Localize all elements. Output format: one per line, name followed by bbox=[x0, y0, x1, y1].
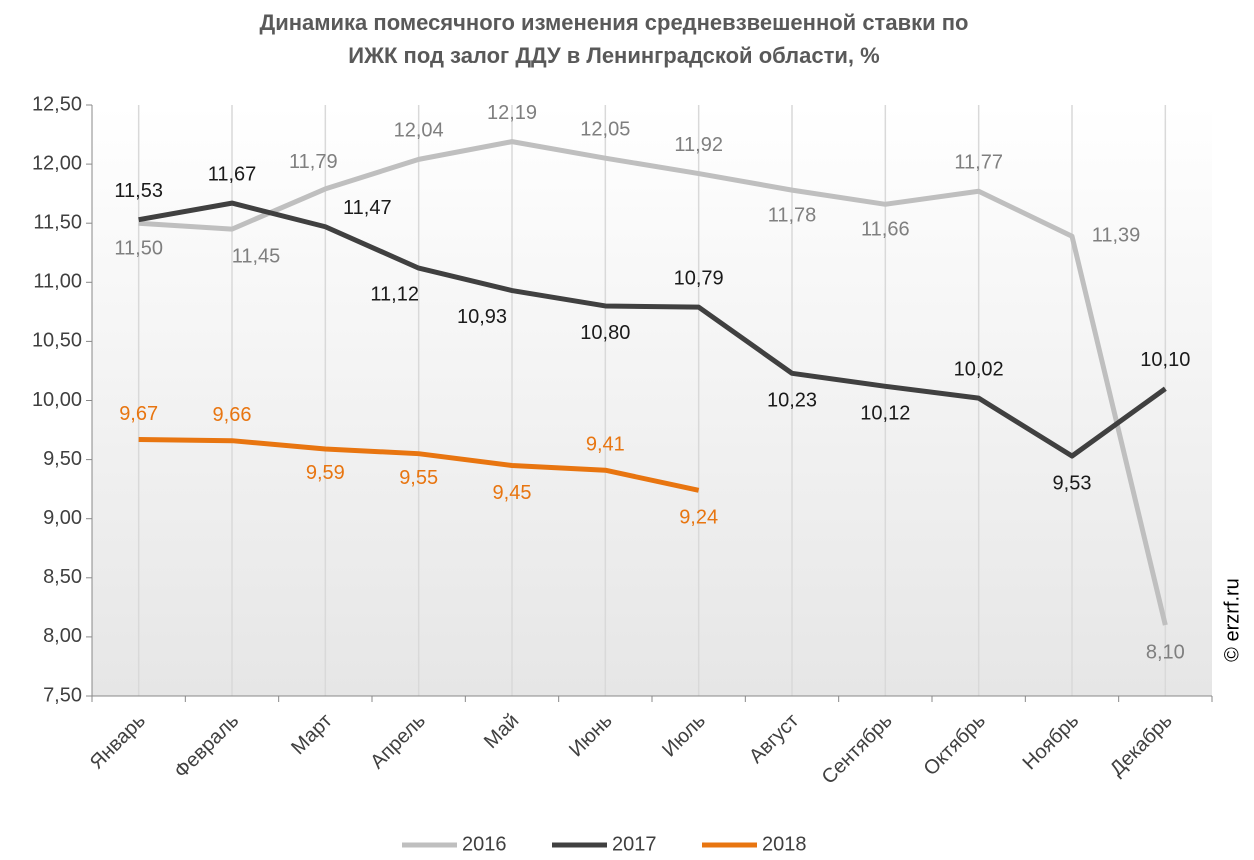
data-label: 11,47 bbox=[343, 197, 392, 219]
data-label: 9,66 bbox=[213, 404, 252, 426]
data-label: 10,12 bbox=[860, 403, 910, 425]
y-tick-label: 8,50 bbox=[43, 566, 82, 588]
data-label: 11,79 bbox=[289, 151, 338, 173]
data-label: 10,80 bbox=[580, 322, 630, 344]
legend-label: 2018 bbox=[762, 833, 807, 855]
legend-label: 2017 bbox=[612, 833, 657, 855]
y-tick-label: 9,50 bbox=[43, 448, 82, 470]
y-tick-label: 12,50 bbox=[32, 93, 82, 115]
data-label: 11,39 bbox=[1092, 224, 1141, 246]
x-tick-label: Февраль bbox=[170, 710, 243, 783]
data-label: 11,50 bbox=[114, 237, 163, 259]
x-tick-label: Апрель bbox=[366, 710, 430, 774]
x-tick-label: Август bbox=[745, 710, 803, 768]
data-label: 11,92 bbox=[674, 134, 723, 156]
chart-title: Динамика помесячного изменения средневзв… bbox=[260, 10, 969, 35]
x-tick-label: Июнь bbox=[565, 710, 617, 762]
data-label: 9,53 bbox=[1053, 472, 1092, 494]
watermark: © erzrf.ru bbox=[1221, 578, 1243, 662]
chart-title: ИЖК под залог ДДУ в Ленинградской област… bbox=[348, 43, 879, 68]
y-tick-label: 9,00 bbox=[43, 507, 82, 529]
data-label: 9,41 bbox=[586, 434, 625, 456]
data-label: 10,23 bbox=[767, 390, 817, 412]
series-line bbox=[138, 200, 1167, 459]
data-label: 8,10 bbox=[1146, 641, 1185, 663]
data-label: 9,67 bbox=[119, 403, 158, 425]
data-label: 9,24 bbox=[679, 507, 718, 529]
data-label: 11,67 bbox=[208, 163, 257, 185]
data-label: 10,79 bbox=[674, 267, 724, 289]
data-label: 10,10 bbox=[1140, 349, 1190, 371]
x-tick-label: Октябрь bbox=[920, 710, 990, 780]
plot-area bbox=[92, 105, 1212, 696]
x-tick-label: Июль bbox=[658, 710, 710, 762]
data-label: 9,45 bbox=[493, 482, 532, 504]
data-label: 11,45 bbox=[232, 245, 281, 267]
x-tick-label: Январь bbox=[86, 710, 150, 774]
data-label: 10,93 bbox=[457, 306, 507, 328]
data-label: 11,77 bbox=[954, 152, 1003, 174]
y-tick-label: 10,00 bbox=[32, 389, 82, 411]
legend-label: 2016 bbox=[462, 833, 507, 855]
data-label: 9,55 bbox=[399, 467, 438, 489]
data-label: 12,05 bbox=[580, 118, 630, 140]
data-label: 9,59 bbox=[306, 462, 345, 484]
series-line bbox=[138, 139, 1168, 626]
y-tick-label: 12,00 bbox=[32, 152, 82, 174]
y-tick-label: 11,00 bbox=[33, 271, 82, 293]
x-tick-label: Май bbox=[480, 710, 523, 753]
data-label: 12,19 bbox=[487, 102, 537, 124]
y-tick-label: 11,50 bbox=[33, 211, 82, 233]
y-tick-label: 10,50 bbox=[32, 330, 82, 352]
data-label: 11,66 bbox=[861, 219, 910, 241]
data-label: 11,78 bbox=[768, 204, 817, 226]
data-label: 10,02 bbox=[954, 358, 1004, 380]
x-tick-label: Сентябрь bbox=[818, 710, 897, 789]
data-label: 11,53 bbox=[114, 180, 163, 202]
y-tick-label: 8,00 bbox=[43, 625, 82, 647]
data-label: 11,12 bbox=[370, 283, 419, 305]
x-tick-label: Декабрь bbox=[1106, 710, 1177, 781]
y-tick-label: 7,50 bbox=[43, 684, 82, 706]
x-tick-label: Март bbox=[287, 710, 336, 759]
series-line bbox=[138, 437, 700, 493]
x-tick-label: Ноябрь bbox=[1019, 710, 1084, 775]
data-label: 12,04 bbox=[394, 120, 444, 142]
